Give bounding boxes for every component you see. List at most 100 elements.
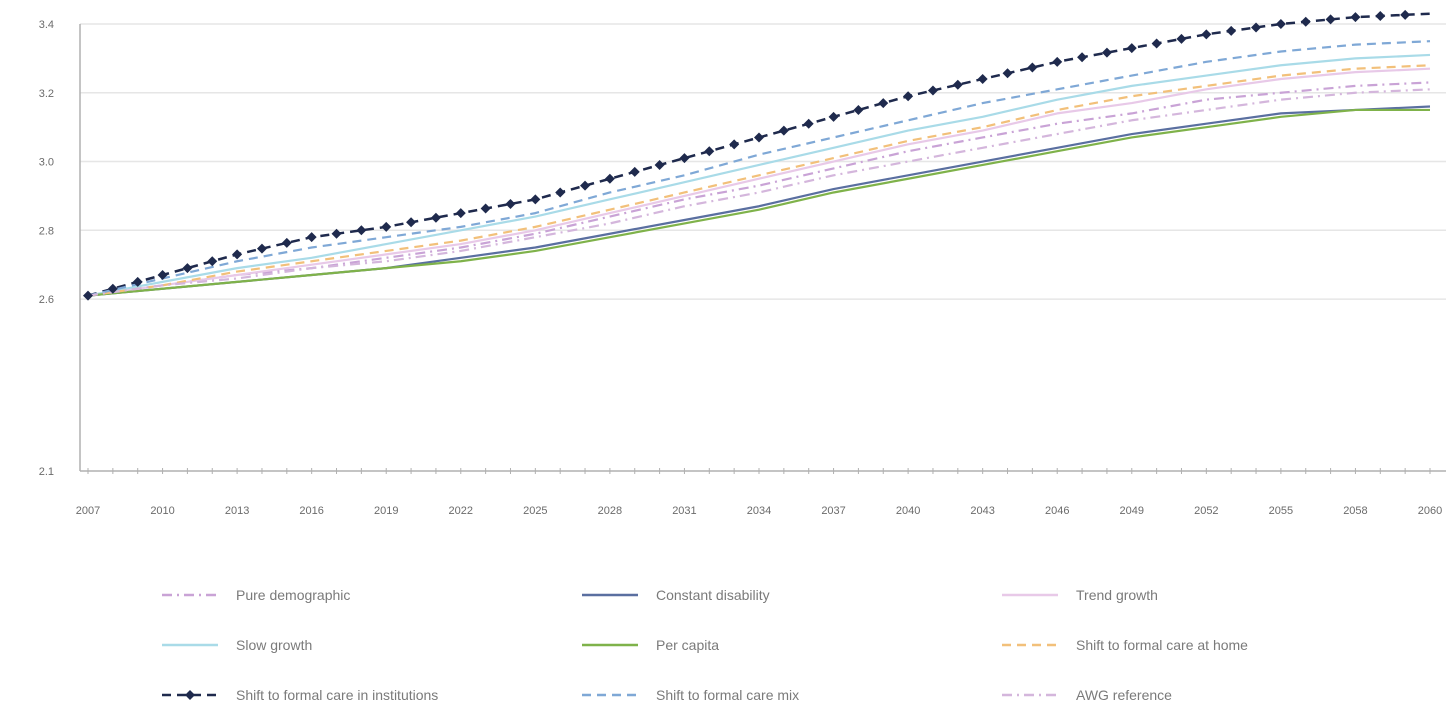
legend-item: Shift to formal care mix (580, 684, 1000, 706)
legend-swatch (582, 593, 638, 597)
legend-label: Shift to formal care mix (656, 687, 800, 703)
x-tick-label: 2040 (896, 505, 920, 517)
series-marker (1002, 68, 1013, 79)
x-tick-label: 2031 (672, 505, 696, 517)
legend-label: Constant disability (656, 587, 770, 603)
x-tick-label: 2010 (150, 505, 174, 517)
series-line (87, 108, 1430, 297)
series-marker (207, 256, 218, 267)
x-tick-label: 2013 (225, 505, 249, 517)
series-marker (1176, 33, 1187, 44)
legend-item: Slow growth (160, 634, 580, 656)
legend-label: Pure demographic (236, 587, 351, 603)
series-marker (480, 203, 491, 214)
x-tick-label: 2046 (1045, 505, 1069, 517)
legend: Pure demographic Constant disability Trend… (160, 584, 1360, 706)
series-marker (704, 146, 715, 157)
x-tick-label: 2016 (299, 505, 323, 517)
series-marker (83, 290, 93, 301)
series-lines (87, 12, 1431, 297)
legend-swatch (1002, 693, 1058, 697)
legend-item: Constant disability (580, 584, 1000, 606)
x-tick-labels: 2007 2010 2013 2016 2019 2022 2025 2028 2031 2034… (76, 505, 1442, 517)
gridlines (80, 23, 1446, 300)
series-marker (1126, 43, 1137, 54)
series-marker (430, 212, 441, 223)
x-tick-label: 2028 (598, 505, 622, 517)
series-marker (853, 104, 864, 115)
series-marker (1226, 25, 1237, 36)
x-tick-label: 2022 (449, 505, 473, 517)
legend-item: Per capita (580, 634, 1000, 656)
legend-label: Shift to formal care at home (1076, 637, 1248, 653)
series-marker (654, 159, 665, 170)
series-marker (927, 85, 938, 96)
series-marker (952, 79, 963, 90)
series-marker (331, 228, 342, 239)
line-chart: 2.12.62.83.03.23.4 2007 2010 2013 2016 2019 2… (39, 9, 1446, 517)
x-tick-label: 2058 (1343, 505, 1367, 517)
series-marker (256, 243, 267, 254)
series-marker (828, 111, 839, 122)
series-marker (977, 74, 988, 85)
series-marker (580, 180, 591, 191)
legend-item: Trend growth (1000, 584, 1360, 606)
x-tick-label: 2025 (523, 505, 547, 517)
series-marker (356, 225, 367, 236)
series-marker (1300, 16, 1311, 27)
series-marker (1375, 10, 1386, 21)
axes (79, 24, 1446, 474)
x-tick-label: 2034 (747, 505, 771, 517)
legend-label: AWG reference (1076, 687, 1172, 703)
series-marker (107, 283, 118, 294)
x-tick-label: 2055 (1269, 505, 1293, 517)
series-marker (729, 139, 740, 150)
x-tick-label: 2037 (821, 505, 845, 517)
series-marker (604, 173, 615, 184)
series-marker (381, 221, 392, 232)
series-marker (157, 270, 168, 281)
series-marker (679, 153, 690, 164)
legend-item: Shift to formal care in institutions (160, 684, 580, 706)
series-marker (1251, 22, 1262, 33)
legend-label: Trend growth (1076, 587, 1158, 603)
series-marker (1325, 14, 1336, 25)
legend-label: Per capita (656, 637, 720, 653)
series-markers (83, 9, 1411, 301)
series-marker (281, 237, 292, 248)
legend-swatch (162, 690, 218, 700)
series-line (87, 40, 1431, 297)
series-marker (1400, 9, 1411, 20)
series-marker (1077, 52, 1088, 63)
series-line (87, 67, 1431, 297)
series-marker (1201, 29, 1212, 40)
x-tick-label: 2060 (1418, 505, 1442, 517)
legend-item: AWG reference (1000, 684, 1360, 706)
series-marker (182, 263, 193, 274)
x-tick-label: 2052 (1194, 505, 1218, 517)
legend-swatch (1002, 643, 1058, 647)
legend-swatch (162, 593, 218, 597)
legend-swatch (582, 643, 638, 647)
series-marker (306, 232, 317, 243)
series-marker (1350, 12, 1361, 23)
x-tick-label: 2019 (374, 505, 398, 517)
y-tick-label: 2.8 (39, 225, 54, 237)
series-marker (530, 194, 541, 205)
series-marker (406, 217, 417, 228)
legend-label: Shift to formal care in institutions (236, 687, 439, 703)
series-marker (232, 249, 243, 260)
series-marker (629, 166, 640, 177)
series-line (87, 88, 1431, 297)
series-marker (1052, 56, 1063, 67)
series-marker (505, 198, 516, 209)
legend-item: Shift to formal care at home (1000, 634, 1360, 656)
x-tick-label: 2007 (76, 505, 100, 517)
series-marker (803, 118, 814, 129)
x-tick-label: 2043 (970, 505, 994, 517)
legend-item: Pure demographic (160, 584, 580, 606)
series-marker (1275, 19, 1286, 29)
series-marker (878, 98, 889, 109)
series-line (87, 12, 1431, 297)
legend-swatch (582, 693, 638, 697)
